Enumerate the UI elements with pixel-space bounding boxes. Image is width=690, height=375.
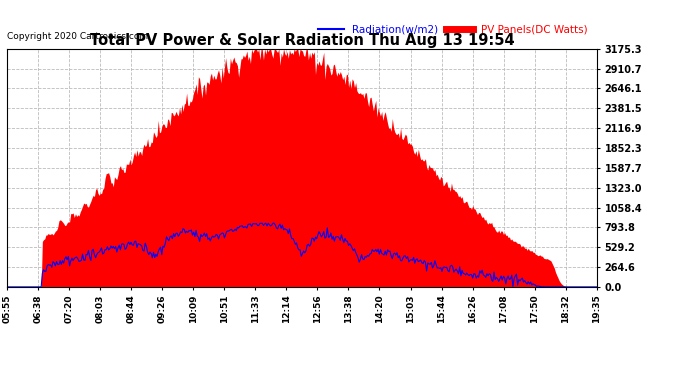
Text: Copyright 2020 Cartronics.com: Copyright 2020 Cartronics.com <box>7 32 148 41</box>
Title: Total PV Power & Solar Radiation Thu Aug 13 19:54: Total PV Power & Solar Radiation Thu Aug… <box>90 33 514 48</box>
Legend: Radiation(w/m2), PV Panels(DC Watts): Radiation(w/m2), PV Panels(DC Watts) <box>313 21 591 39</box>
